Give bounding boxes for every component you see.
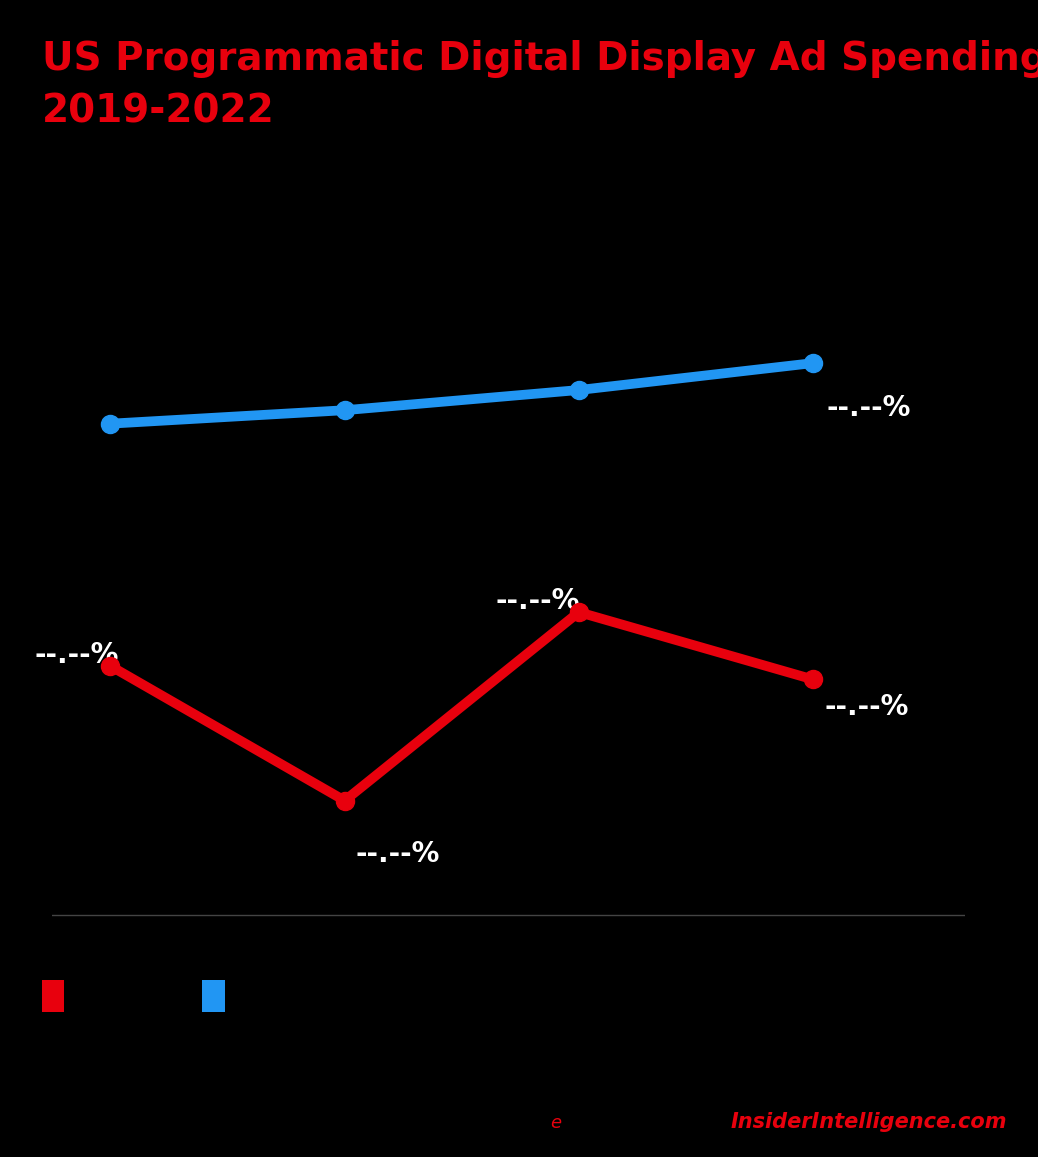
Text: e: e — [550, 1113, 561, 1132]
Text: --.--%: --.--% — [824, 693, 908, 721]
Text: --.--%: --.--% — [34, 641, 118, 669]
Text: --.--%: --.--% — [356, 840, 440, 868]
Text: --.--%: --.--% — [495, 587, 580, 616]
Text: --.--%: --.--% — [827, 393, 911, 421]
Text: InsiderIntelligence.com: InsiderIntelligence.com — [731, 1112, 1007, 1132]
Text: 2019-2022: 2019-2022 — [42, 93, 274, 131]
Text: US Programmatic Digital Display Ad Spending,: US Programmatic Digital Display Ad Spend… — [42, 40, 1038, 79]
